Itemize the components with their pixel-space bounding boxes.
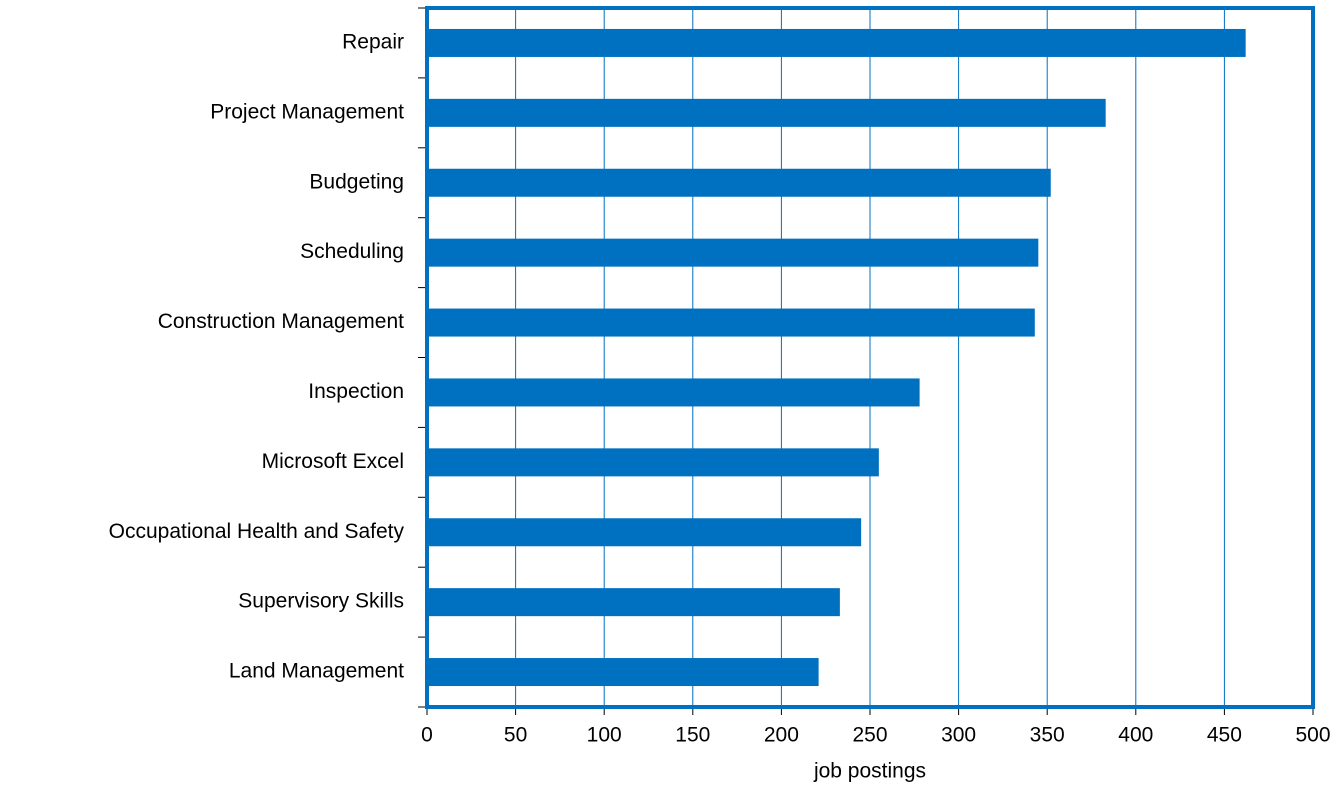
x-tick-label: 100 bbox=[587, 724, 622, 747]
y-tick-label: Supervisory Skills bbox=[238, 590, 404, 613]
x-tick-label: 0 bbox=[421, 724, 433, 747]
x-tick-label: 400 bbox=[1118, 724, 1153, 747]
y-tick-label: Project Management bbox=[210, 100, 404, 123]
bar bbox=[427, 308, 1035, 337]
x-axis-label: job postings bbox=[813, 760, 926, 783]
bar bbox=[427, 658, 819, 687]
bar bbox=[427, 168, 1051, 197]
bar bbox=[427, 238, 1039, 267]
y-tick-label: Microsoft Excel bbox=[262, 450, 404, 473]
y-tick-label: Budgeting bbox=[309, 170, 404, 193]
bar bbox=[427, 98, 1106, 127]
x-tick-label: 50 bbox=[504, 724, 527, 747]
bar bbox=[427, 378, 920, 407]
bar bbox=[427, 518, 862, 547]
bar bbox=[427, 28, 1246, 57]
x-tick-label: 200 bbox=[764, 724, 799, 747]
x-tick-label: 150 bbox=[675, 724, 710, 747]
y-tick-label: Land Management bbox=[229, 660, 404, 683]
x-tick-label: 500 bbox=[1295, 724, 1330, 747]
x-tick-label: 250 bbox=[852, 724, 887, 747]
x-tick-label: 450 bbox=[1207, 724, 1242, 747]
y-tick-label: Occupational Health and Safety bbox=[109, 520, 405, 543]
y-tick-label: Scheduling bbox=[300, 240, 404, 263]
y-tick-label: Inspection bbox=[308, 380, 404, 403]
plot-frame bbox=[425, 6, 1315, 709]
x-tick-label: 300 bbox=[941, 724, 976, 747]
x-tick-label: 350 bbox=[1030, 724, 1065, 747]
bar bbox=[427, 448, 879, 477]
y-tick-label: Repair bbox=[342, 30, 404, 53]
bar bbox=[427, 588, 840, 617]
y-tick-label: Construction Management bbox=[158, 310, 404, 333]
